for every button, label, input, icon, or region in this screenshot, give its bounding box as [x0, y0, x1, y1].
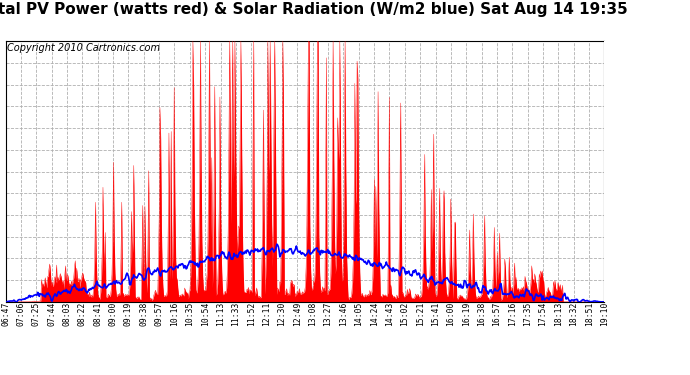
Text: 14:24: 14:24 — [370, 302, 379, 326]
Text: 15:41: 15:41 — [431, 302, 440, 326]
Text: 12:11: 12:11 — [262, 302, 271, 326]
Text: 11:13: 11:13 — [216, 302, 225, 326]
Text: 13:46: 13:46 — [339, 302, 348, 326]
Text: 10:54: 10:54 — [201, 302, 210, 326]
Text: 08:03: 08:03 — [63, 302, 72, 326]
Text: 08:41: 08:41 — [93, 302, 102, 326]
Text: 07:06: 07:06 — [17, 302, 26, 326]
Text: 09:38: 09:38 — [139, 302, 148, 326]
Text: 11:52: 11:52 — [247, 302, 256, 326]
Text: 07:25: 07:25 — [32, 302, 41, 326]
Text: Total PV Power (watts red) & Solar Radiation (W/m2 blue) Sat Aug 14 19:35: Total PV Power (watts red) & Solar Radia… — [0, 2, 628, 17]
Text: 16:19: 16:19 — [462, 302, 471, 326]
Text: 16:00: 16:00 — [446, 302, 455, 326]
Text: 18:32: 18:32 — [569, 302, 578, 326]
Text: 06:47: 06:47 — [1, 302, 10, 326]
Text: 10:35: 10:35 — [186, 302, 195, 326]
Text: Copyright 2010 Cartronics.com: Copyright 2010 Cartronics.com — [7, 42, 159, 52]
Text: 07:44: 07:44 — [47, 302, 56, 326]
Text: 09:00: 09:00 — [108, 302, 117, 326]
Text: 15:02: 15:02 — [400, 302, 409, 326]
Text: 18:13: 18:13 — [554, 302, 563, 326]
Text: 12:30: 12:30 — [277, 302, 286, 326]
Text: 15:21: 15:21 — [415, 302, 424, 326]
Text: 16:38: 16:38 — [477, 302, 486, 326]
Text: 10:16: 10:16 — [170, 302, 179, 326]
Text: 17:54: 17:54 — [538, 302, 547, 326]
Text: 19:10: 19:10 — [600, 302, 609, 326]
Text: 08:22: 08:22 — [78, 302, 87, 326]
Text: 11:33: 11:33 — [231, 302, 240, 326]
Text: 17:35: 17:35 — [523, 302, 532, 326]
Text: 16:57: 16:57 — [493, 302, 502, 326]
Text: 17:16: 17:16 — [508, 302, 517, 326]
Text: 09:57: 09:57 — [155, 302, 164, 326]
Text: 13:27: 13:27 — [324, 302, 333, 326]
Text: 14:05: 14:05 — [354, 302, 363, 326]
Text: 18:51: 18:51 — [584, 302, 593, 326]
Text: 09:19: 09:19 — [124, 302, 133, 326]
Text: 12:49: 12:49 — [293, 302, 302, 326]
Text: 14:43: 14:43 — [385, 302, 394, 326]
Text: 13:08: 13:08 — [308, 302, 317, 326]
